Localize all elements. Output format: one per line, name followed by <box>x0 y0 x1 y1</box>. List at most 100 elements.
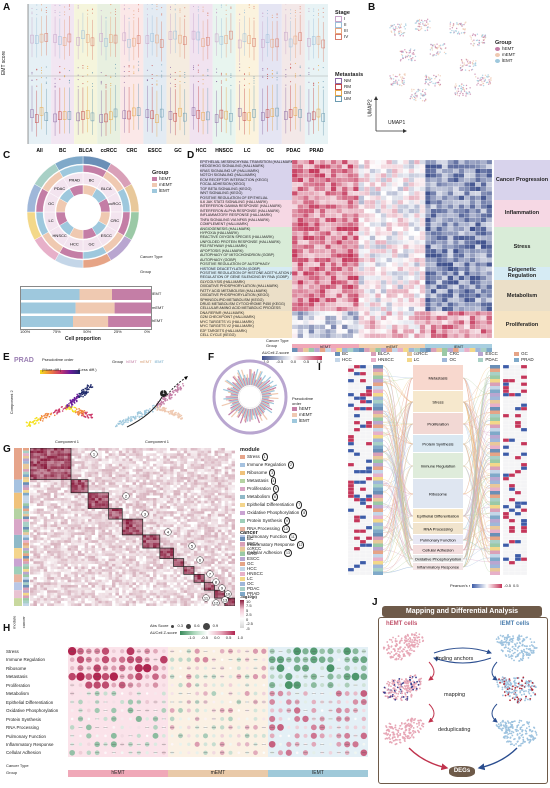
d-heatmap-cell <box>470 240 476 244</box>
g-matrix-cell <box>78 495 82 498</box>
g-cancer-strip-cell <box>23 456 29 459</box>
g-module-strip-cell <box>14 493 22 509</box>
g-matrix-cell <box>174 493 178 496</box>
g-matrix-cell <box>33 472 37 475</box>
trajectory-point <box>169 395 171 397</box>
g-matrix-cell <box>54 456 58 459</box>
g-matrix-cell <box>180 490 184 493</box>
d-heatmap-cell <box>325 311 331 315</box>
a-meta-outlier <box>138 65 139 66</box>
a-meta-outlier <box>239 63 240 64</box>
g-matrix-cell <box>211 501 215 504</box>
g-matrix-cell <box>98 495 102 498</box>
umap-point <box>450 22 451 23</box>
g-matrix-cell <box>129 485 133 488</box>
d-heatmap-cell <box>470 231 476 235</box>
g-cancer-strip-cell <box>23 601 29 604</box>
d-heatmap-cell <box>381 164 387 168</box>
a-stage-outlier <box>92 13 93 14</box>
a-meta-outlier <box>239 81 240 82</box>
g-module-strip-cell <box>14 567 22 575</box>
a-stage-outlier <box>41 4 42 5</box>
trajectory-point <box>66 406 68 408</box>
g-matrix-cell <box>126 511 130 514</box>
d-heatmap-cell <box>336 320 342 324</box>
d-heatmap-cell <box>420 302 426 306</box>
d-heatmap-cell <box>348 325 354 329</box>
umap-point <box>440 48 441 49</box>
g-matrix-cell <box>160 472 164 475</box>
a-stage-outlier <box>295 12 296 13</box>
trajectory-point <box>47 413 49 415</box>
d-heatmap-cell <box>464 160 470 164</box>
g-cancer-strip-cell <box>23 451 29 454</box>
trajectory-ylabel: Component 2 <box>10 390 15 414</box>
g-matrix-cell <box>228 480 232 483</box>
trajectory-xlabel-2: Component 1 <box>145 440 169 445</box>
a-meta-outlier <box>267 68 268 69</box>
d-heatmap-cell <box>336 236 342 240</box>
a-meta-outlier <box>170 77 171 78</box>
d-row-labels: EPITHELIAL MESENCHYMAL TRANSITION (HALLM… <box>200 160 292 338</box>
d-heatmap-cell <box>370 262 376 266</box>
d-heatmap-cell <box>353 316 359 320</box>
d-legend-swatch <box>371 358 376 362</box>
a-cancer-tick: HNSCC <box>215 148 233 154</box>
d-heatmap-cell <box>375 196 381 200</box>
g-matrix-cell <box>98 472 102 475</box>
a-stage-outlier <box>133 17 134 18</box>
d-heatmap-cell <box>359 227 365 231</box>
g-matrix-cell <box>215 474 219 477</box>
trajectory-point <box>171 410 173 412</box>
d-heatmap-cell <box>370 227 376 231</box>
g-matrix-cell <box>57 485 61 488</box>
g-matrix-cell <box>85 474 89 477</box>
g-matrix-cell <box>133 514 137 517</box>
d-heatmap-cell <box>386 231 392 235</box>
umap-point <box>429 79 430 80</box>
g-matrix-cell <box>33 453 37 456</box>
umap-point <box>393 78 394 79</box>
g-matrix-cell <box>126 461 130 464</box>
d-heatmap-cell <box>436 294 442 298</box>
g-matrix-cell <box>37 459 41 462</box>
d-heatmap-cell <box>386 271 392 275</box>
g-matrix-cell <box>74 466 78 469</box>
g-matrix-cell <box>208 493 212 496</box>
trajectory-point <box>165 399 167 401</box>
g-matrix-cell <box>115 472 119 475</box>
d-heatmap-cell <box>331 329 337 333</box>
d-heatmap-cell <box>336 280 342 284</box>
g-matrix-cell <box>133 456 137 459</box>
d-heatmap-cell <box>448 222 454 226</box>
g-matrix-cell <box>40 480 44 483</box>
g-matrix-cell <box>228 464 232 467</box>
g-matrix-cell <box>163 488 167 491</box>
trajectory-point <box>82 392 84 394</box>
g-matrix-cell <box>95 485 99 488</box>
trajectory-point <box>125 420 127 422</box>
a-stage-outlier <box>193 6 194 7</box>
d-heatmap-cell <box>459 178 465 182</box>
d-heatmap-cell <box>353 236 359 240</box>
d-heatmap-cell <box>436 240 442 244</box>
d-heatmap-cell <box>414 173 420 177</box>
umap-point <box>483 40 484 41</box>
d-heatmap-cell <box>481 222 487 226</box>
a-meta-outlier <box>313 69 314 70</box>
g-matrix-cell <box>57 469 61 472</box>
g-matrix-cell <box>143 493 147 496</box>
d-heatmap-cell <box>431 285 437 289</box>
g-matrix-cell <box>109 490 113 493</box>
d-legend-item: PRAD <box>514 357 550 363</box>
d-heatmap-cell <box>453 209 459 213</box>
g-matrix-cell <box>88 469 92 472</box>
d-heatmap-cell <box>398 280 404 284</box>
umap-point <box>405 57 406 58</box>
g-matrix-cell <box>221 466 225 469</box>
d-heatmap-cell <box>375 280 381 284</box>
g-matrix-cell <box>225 451 229 454</box>
d-heatmap-cell <box>359 182 365 186</box>
g-matrix-cell <box>170 469 174 472</box>
panel-g-label: G <box>3 444 11 455</box>
